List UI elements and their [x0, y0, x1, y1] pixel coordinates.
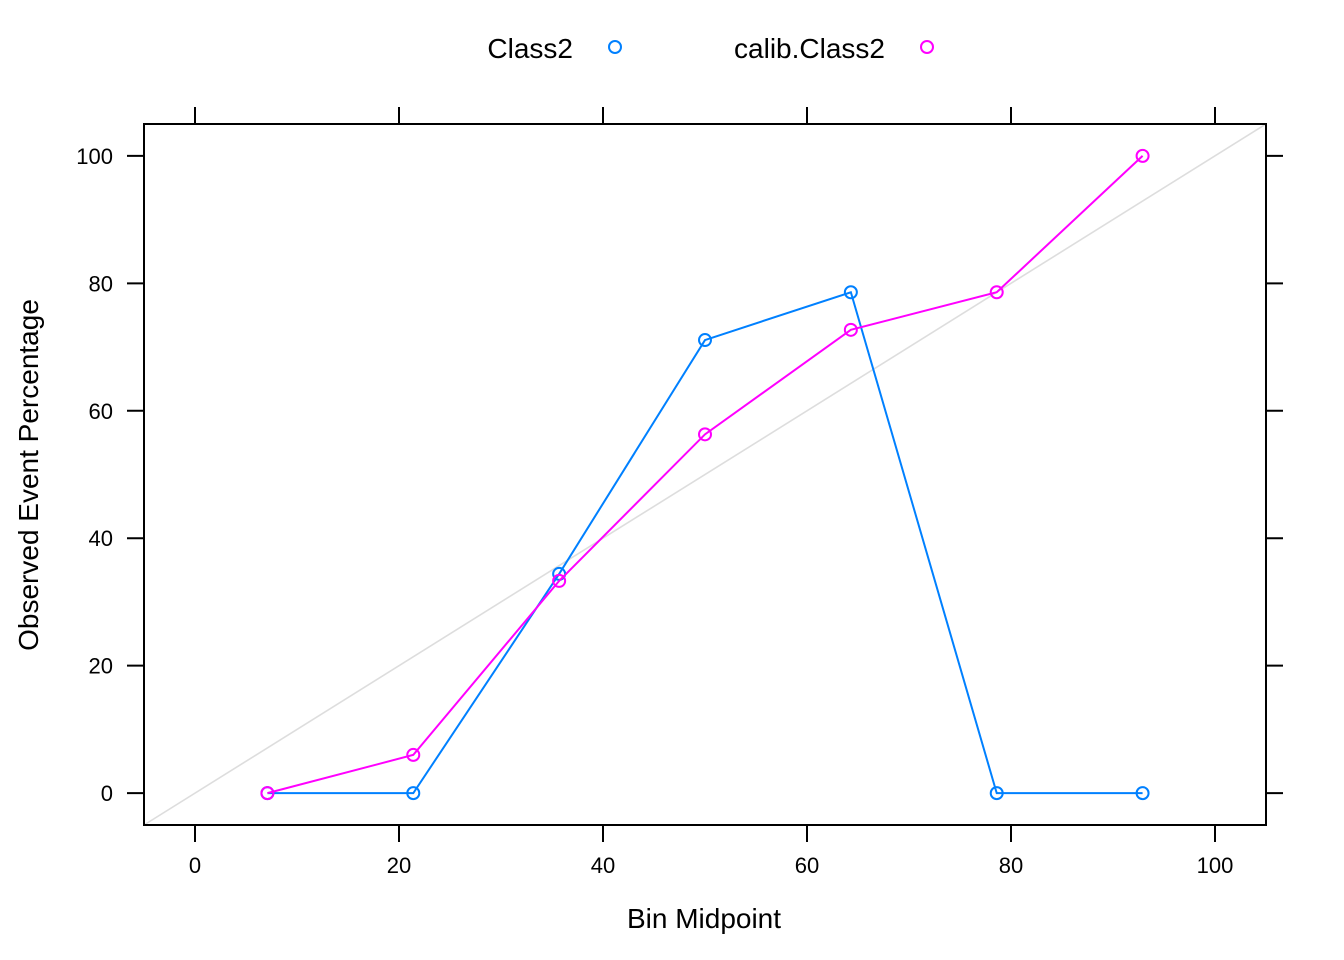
- legend-label-2: calib.Class2: [734, 33, 885, 64]
- series-1-point: [406, 786, 421, 801]
- x-tick-label: 20: [387, 853, 411, 878]
- y-tick-label: 40: [89, 526, 113, 551]
- series-2-point: [698, 427, 712, 442]
- series-1-point: [989, 786, 1004, 801]
- x-tick-label: 100: [1197, 853, 1234, 878]
- series-line-2: [267, 155, 1144, 795]
- series-2-point: [989, 285, 1004, 300]
- y-tick-label: 0: [101, 781, 113, 806]
- x-tick-label: 40: [591, 853, 615, 878]
- y-tick-label: 20: [89, 654, 113, 679]
- series-1-point: [843, 285, 858, 300]
- y-tick-label: 60: [89, 399, 113, 424]
- series-2-point: [406, 747, 421, 762]
- series-2-point: [843, 322, 858, 337]
- y-axis-label: Observed Event Percentage: [13, 299, 44, 651]
- series-1-point: [698, 333, 712, 348]
- legend-marker-1: [608, 40, 622, 54]
- legend-label-1: Class2: [487, 33, 573, 64]
- y-tick-label: 80: [89, 271, 113, 296]
- legend: Class2 calib.Class2: [487, 33, 934, 64]
- x-tick-label: 60: [795, 853, 819, 878]
- series-2-point: [260, 786, 275, 801]
- series-2-point: [552, 573, 567, 588]
- plot-area: 0 20 40 60 80 100 0 20 40 60 80 100: [76, 107, 1283, 878]
- plot-frame: [143, 123, 1267, 826]
- y-tick-label: 100: [76, 144, 113, 169]
- x-tick-label: 0: [189, 853, 201, 878]
- series-2-point: [1135, 148, 1150, 163]
- reference-diagonal-line: [143, 123, 1267, 826]
- series-1-point: [1135, 786, 1150, 801]
- series-line-1: [267, 290, 1143, 795]
- legend-marker-2: [920, 40, 934, 54]
- x-axis-label: Bin Midpoint: [627, 903, 781, 934]
- x-tick-label: 80: [999, 853, 1023, 878]
